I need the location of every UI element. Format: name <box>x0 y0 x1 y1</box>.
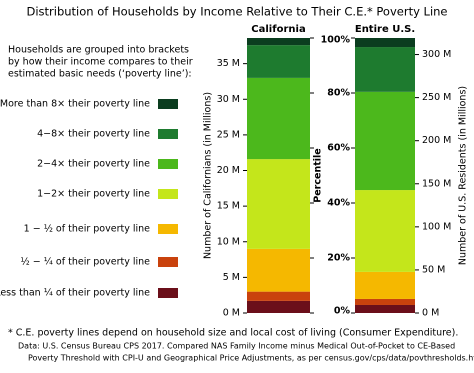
bar-segment <box>247 159 310 249</box>
bar-segment <box>355 271 415 299</box>
bar-segment <box>355 91 415 191</box>
y-tick-label: 20 M <box>217 165 240 176</box>
y2-axis-label: Percentile <box>313 148 324 202</box>
y-tick-label: 0 M <box>422 308 439 319</box>
y2-tick-label: 60% <box>327 143 350 154</box>
chart-title: Distribution of Households by Income Rel… <box>26 5 447 19</box>
bar-segment <box>355 190 415 272</box>
y-tick-label: 150 M <box>422 178 451 189</box>
footnote: * C.E. poverty lines depend on household… <box>8 328 458 339</box>
y-tick-label: 30 M <box>217 94 240 105</box>
legend-swatch <box>158 257 178 267</box>
legend-title: by how their income compares to their <box>8 57 193 68</box>
bar-segment <box>355 304 415 313</box>
bar-segment <box>355 298 415 305</box>
legend-swatch <box>158 129 178 139</box>
y-tick-label: 250 M <box>422 92 451 103</box>
y-tick-label: 25 M <box>217 129 240 140</box>
y2-tick-label: 40% <box>327 198 350 209</box>
legend-label: 2−4× their poverty line <box>37 159 150 170</box>
legend-label: More than 8× their poverty line <box>0 99 150 110</box>
footnote: Poverty Threshold with CPI-U and Geograp… <box>28 354 474 363</box>
y-tick-label: 5 M <box>223 272 240 283</box>
y2-tick-label: 0% <box>334 306 351 317</box>
y-tick-label: 15 M <box>217 201 240 212</box>
legend-title: Households are grouped into brackets <box>8 45 189 56</box>
bar-segment <box>355 38 415 48</box>
bar-segment <box>247 291 310 301</box>
legend-label: 1−2× their poverty line <box>37 189 150 200</box>
y2-tick-label: 80% <box>327 88 350 99</box>
y-axis-label: Number of Californians (in Millions) <box>203 92 214 259</box>
y-axis-label: Number of U.S. Residents (in Millions) <box>458 86 469 265</box>
bar-header: Entire U.S. <box>355 24 415 35</box>
bar-header: California <box>251 24 305 35</box>
legend-label: Less than ¼ of their poverty line <box>0 288 150 299</box>
y-tick-label: 50 M <box>422 264 445 275</box>
legend-swatch <box>158 99 178 109</box>
y-tick-label: 100 M <box>422 221 451 232</box>
bar-segment <box>247 45 310 78</box>
bar-segment <box>247 300 310 313</box>
legend-title: estimated basic needs (‘poverty line’): <box>8 69 192 80</box>
bar-segment <box>247 77 310 160</box>
legend-label: 4−8× their poverty line <box>37 129 150 140</box>
bar-segment <box>355 47 415 92</box>
legend-swatch <box>158 224 178 234</box>
bar-segment <box>247 38 310 46</box>
y-tick-label: 300 M <box>422 49 451 60</box>
y-tick-label: 35 M <box>217 58 240 69</box>
legend-label: 1 − ½ of their poverty line <box>24 224 150 235</box>
legend-swatch <box>158 288 178 298</box>
y-tick-label: 0 M <box>223 308 240 319</box>
legend-label: ½ − ¼ of their poverty line <box>21 257 151 268</box>
y2-tick-label: 100% <box>321 35 351 46</box>
legend-swatch <box>158 159 178 169</box>
footnote: Data: U.S. Census Bureau CPS 2017. Compa… <box>18 342 455 351</box>
y2-tick-label: 20% <box>327 253 350 264</box>
bar-segment <box>247 248 310 292</box>
y-tick-label: 10 M <box>217 236 240 247</box>
y-tick-label: 200 M <box>422 135 451 146</box>
legend-swatch <box>158 189 178 199</box>
